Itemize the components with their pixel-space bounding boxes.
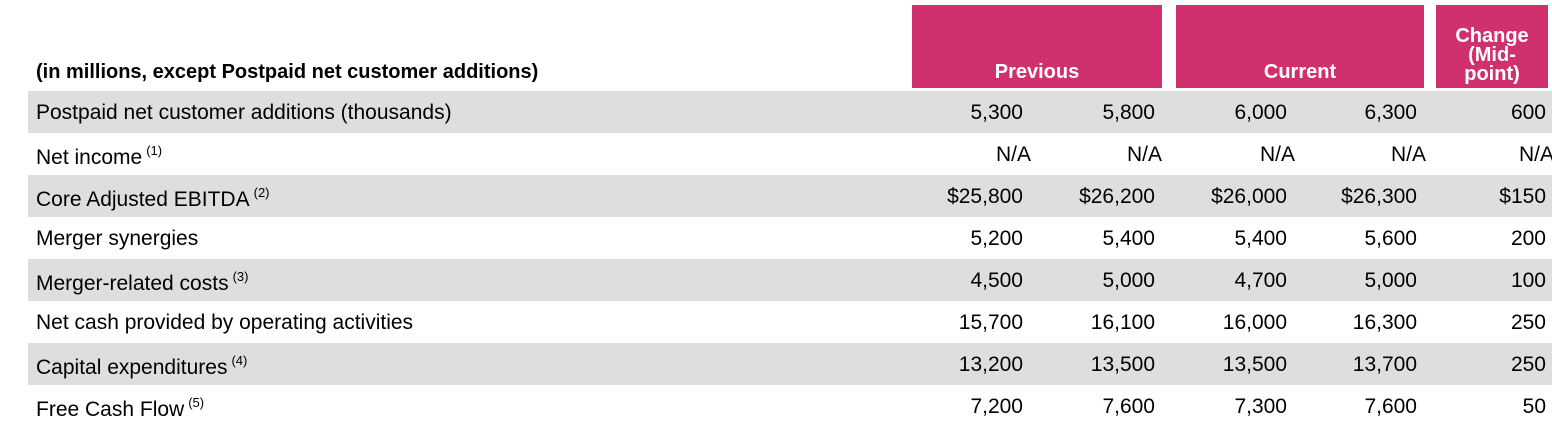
column-header-current-label: Current [1263, 61, 1337, 83]
cell-current-low: 6,000 [1234, 101, 1287, 124]
cell-current-low: 16,000 [1222, 311, 1287, 334]
units-label: (in millions, except Postpaid net custom… [36, 61, 539, 83]
table-row: Capital expenditures (4) 13,200 13,500 13… [28, 343, 1552, 385]
row-label: Free Cash Flow (5) [36, 395, 204, 422]
cell-current-high: 7,600 [1364, 395, 1417, 418]
footnote-ref: (5) [188, 395, 205, 410]
row-label-text: Capital expenditures [36, 356, 228, 379]
cell-previous-high: 5,800 [1102, 101, 1155, 124]
column-header-previous: Previous [912, 5, 1162, 88]
cell-previous-low: 13,200 [958, 353, 1023, 376]
cell-previous-low: 5,200 [970, 227, 1023, 250]
cell-previous-low: 7,200 [970, 395, 1023, 418]
cell-previous-low: $25,800 [947, 185, 1023, 208]
cell-previous-high: N/A [1126, 143, 1162, 166]
row-label: Merger-related costs (3) [36, 269, 248, 296]
change-line-2: (Mid- [1468, 44, 1516, 66]
cell-current-high: 5,000 [1364, 269, 1417, 292]
cell-change: $150 [1499, 185, 1546, 208]
cell-change: 250 [1510, 311, 1546, 334]
cell-previous-high: 7,600 [1102, 395, 1155, 418]
cell-current-low: 13,500 [1222, 353, 1287, 376]
cell-current-low: 7,300 [1234, 395, 1287, 418]
row-label: Capital expenditures (4) [36, 353, 247, 380]
row-label: Core Adjusted EBITDA (2) [36, 185, 270, 212]
cell-change: 200 [1510, 227, 1546, 250]
row-label: Merger synergies [36, 227, 198, 251]
cell-current-low: 4,700 [1234, 269, 1287, 292]
footnote-ref: (1) [146, 143, 163, 158]
cell-previous-high: 16,100 [1090, 311, 1155, 334]
cell-change: 100 [1510, 269, 1546, 292]
cell-current-high: 6,300 [1364, 101, 1417, 124]
cell-previous-low: 4,500 [970, 269, 1023, 292]
row-label: Net income (1) [36, 143, 162, 170]
cell-current-high: $26,300 [1341, 185, 1417, 208]
cell-current-high: 16,300 [1352, 311, 1417, 334]
cell-previous-high: 5,400 [1102, 227, 1155, 250]
row-label: Net cash provided by operating activitie… [36, 311, 413, 335]
row-label-text: Free Cash Flow [36, 398, 185, 421]
cell-change: 600 [1510, 101, 1546, 124]
cell-current-high: 13,700 [1352, 353, 1417, 376]
cell-current-low: N/A [1259, 143, 1295, 166]
column-header-current: Current [1176, 5, 1424, 88]
cell-previous-high: 5,000 [1102, 269, 1155, 292]
footnote-ref: (4) [231, 353, 248, 368]
cell-current-low: $26,000 [1211, 185, 1287, 208]
change-line-1: Change [1455, 25, 1529, 47]
row-label-text: Merger-related costs [36, 272, 229, 295]
column-header-change: Change (Mid- point) [1436, 5, 1548, 88]
table-row: Net income (1) N/A N/A N/A N/A N/A [28, 133, 1552, 175]
cell-current-low: 5,400 [1234, 227, 1287, 250]
cell-previous-low: 15,700 [958, 311, 1023, 334]
table-row: Net cash provided by operating activitie… [28, 301, 1552, 343]
table-row: Free Cash Flow (5) 7,200 7,600 7,300 7,60… [28, 385, 1552, 427]
cell-previous-high: 13,500 [1090, 353, 1155, 376]
cell-previous-low: 5,300 [970, 101, 1023, 124]
column-header-previous-label: Previous [994, 61, 1080, 83]
row-label: Postpaid net customer additions (thousan… [36, 101, 452, 125]
cell-change: 250 [1510, 353, 1546, 376]
row-label-text: Net cash provided by operating activitie… [36, 311, 414, 334]
cell-previous-low: N/A [995, 143, 1031, 166]
table-row: Core Adjusted EBITDA (2) $25,800 $26,200 … [28, 175, 1552, 217]
cell-current-high: 5,600 [1364, 227, 1417, 250]
footnote-ref: (2) [253, 185, 270, 200]
change-line-3: point) [1464, 63, 1520, 85]
row-label-text: Merger synergies [36, 227, 199, 250]
table-row: Merger-related costs (3) 4,500 5,000 4,70… [28, 259, 1552, 301]
cell-previous-high: $26,200 [1079, 185, 1155, 208]
column-header-change-label: Change (Mid- point) [1455, 25, 1529, 85]
table-row: Postpaid net customer additions (thousan… [28, 91, 1552, 133]
row-label-text: Net income [36, 146, 143, 169]
footnote-ref: (3) [232, 269, 249, 284]
row-label-text: Core Adjusted EBITDA [36, 188, 250, 211]
cell-current-high: N/A [1390, 143, 1426, 166]
row-label-text: Postpaid net customer additions (thousan… [36, 101, 452, 124]
cell-change: N/A [1518, 143, 1552, 166]
table-row: Merger synergies 5,200 5,400 5,400 5,600… [28, 217, 1552, 259]
cell-change: 50 [1522, 395, 1546, 418]
